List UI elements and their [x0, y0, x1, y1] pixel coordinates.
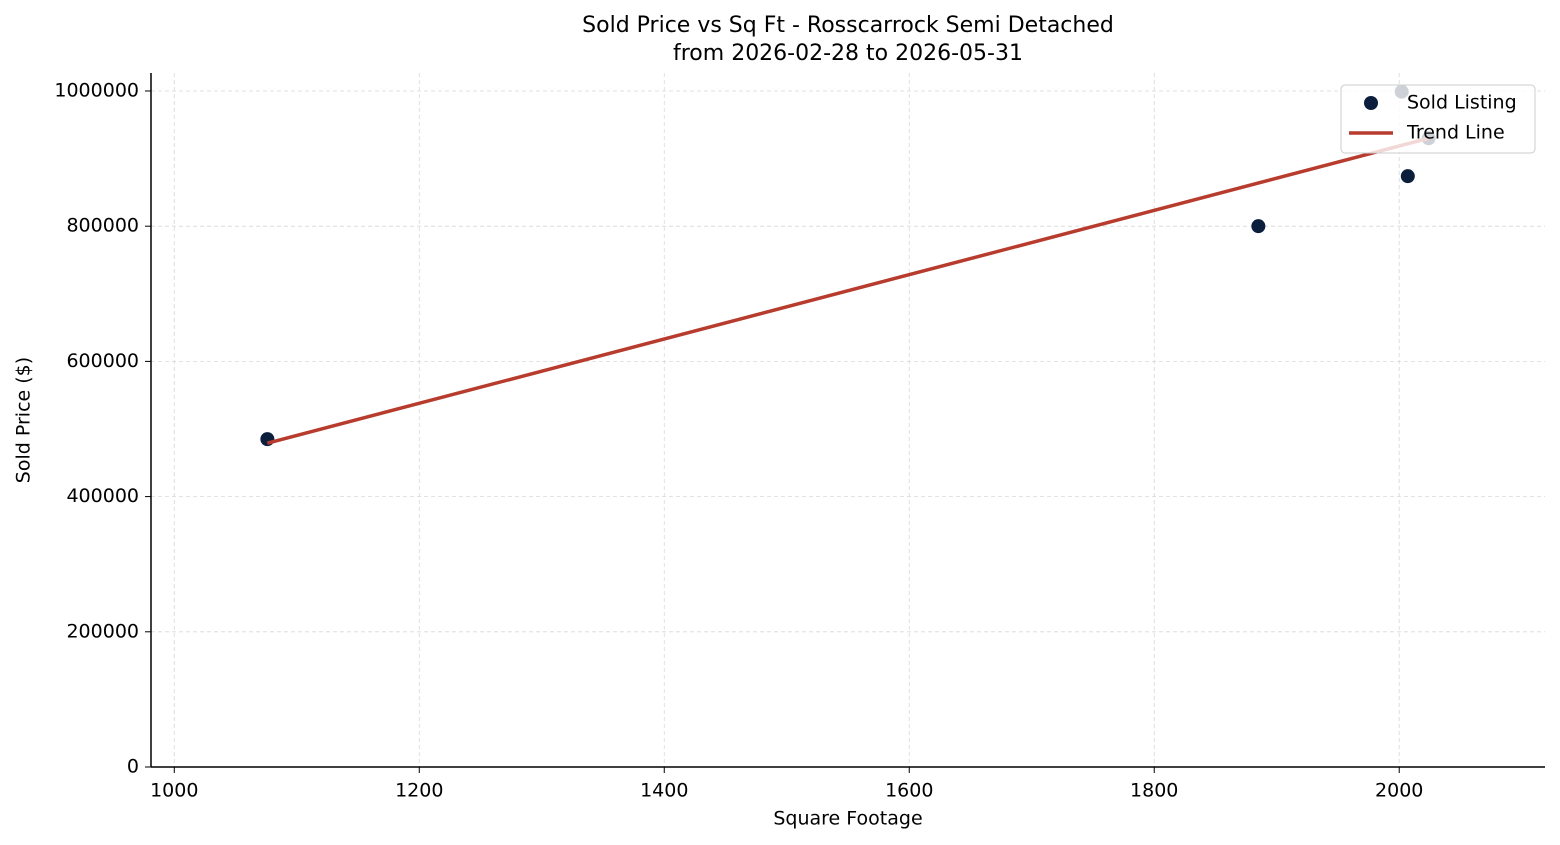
legend-swatch [1364, 96, 1378, 110]
data-point [1400, 169, 1415, 184]
y-axis-label: Sold Price ($) [13, 357, 35, 483]
chart-title: Sold Price vs Sq Ft - Rosscarrock Semi D… [582, 13, 1114, 38]
x-axis-label: Square Footage [773, 808, 922, 830]
x-tick-label: 1400 [640, 780, 688, 802]
x-tick-label: 1200 [395, 780, 443, 802]
x-tick-label: 1000 [150, 780, 198, 802]
y-tick-label: 600000 [66, 350, 139, 372]
data-point [260, 432, 275, 447]
x-tick-label: 1600 [885, 780, 933, 802]
y-tick-label: 800000 [66, 215, 139, 237]
y-tick-label: 400000 [66, 485, 139, 507]
x-tick-label: 1800 [1130, 780, 1178, 802]
x-tick-label: 2000 [1375, 780, 1423, 802]
legend-label: Trend Line [1406, 122, 1505, 144]
y-tick-label: 0 [127, 756, 139, 778]
legend-box [1340, 84, 1536, 154]
y-tick-label: 200000 [66, 620, 139, 642]
trend-line [266, 136, 1430, 445]
legend-label: Sold Listing [1407, 92, 1517, 114]
data-point [1251, 219, 1266, 234]
y-tick-label: 1000000 [54, 79, 139, 101]
chart-subtitle: from 2026-02-28 to 2026-05-31 [673, 41, 1023, 66]
